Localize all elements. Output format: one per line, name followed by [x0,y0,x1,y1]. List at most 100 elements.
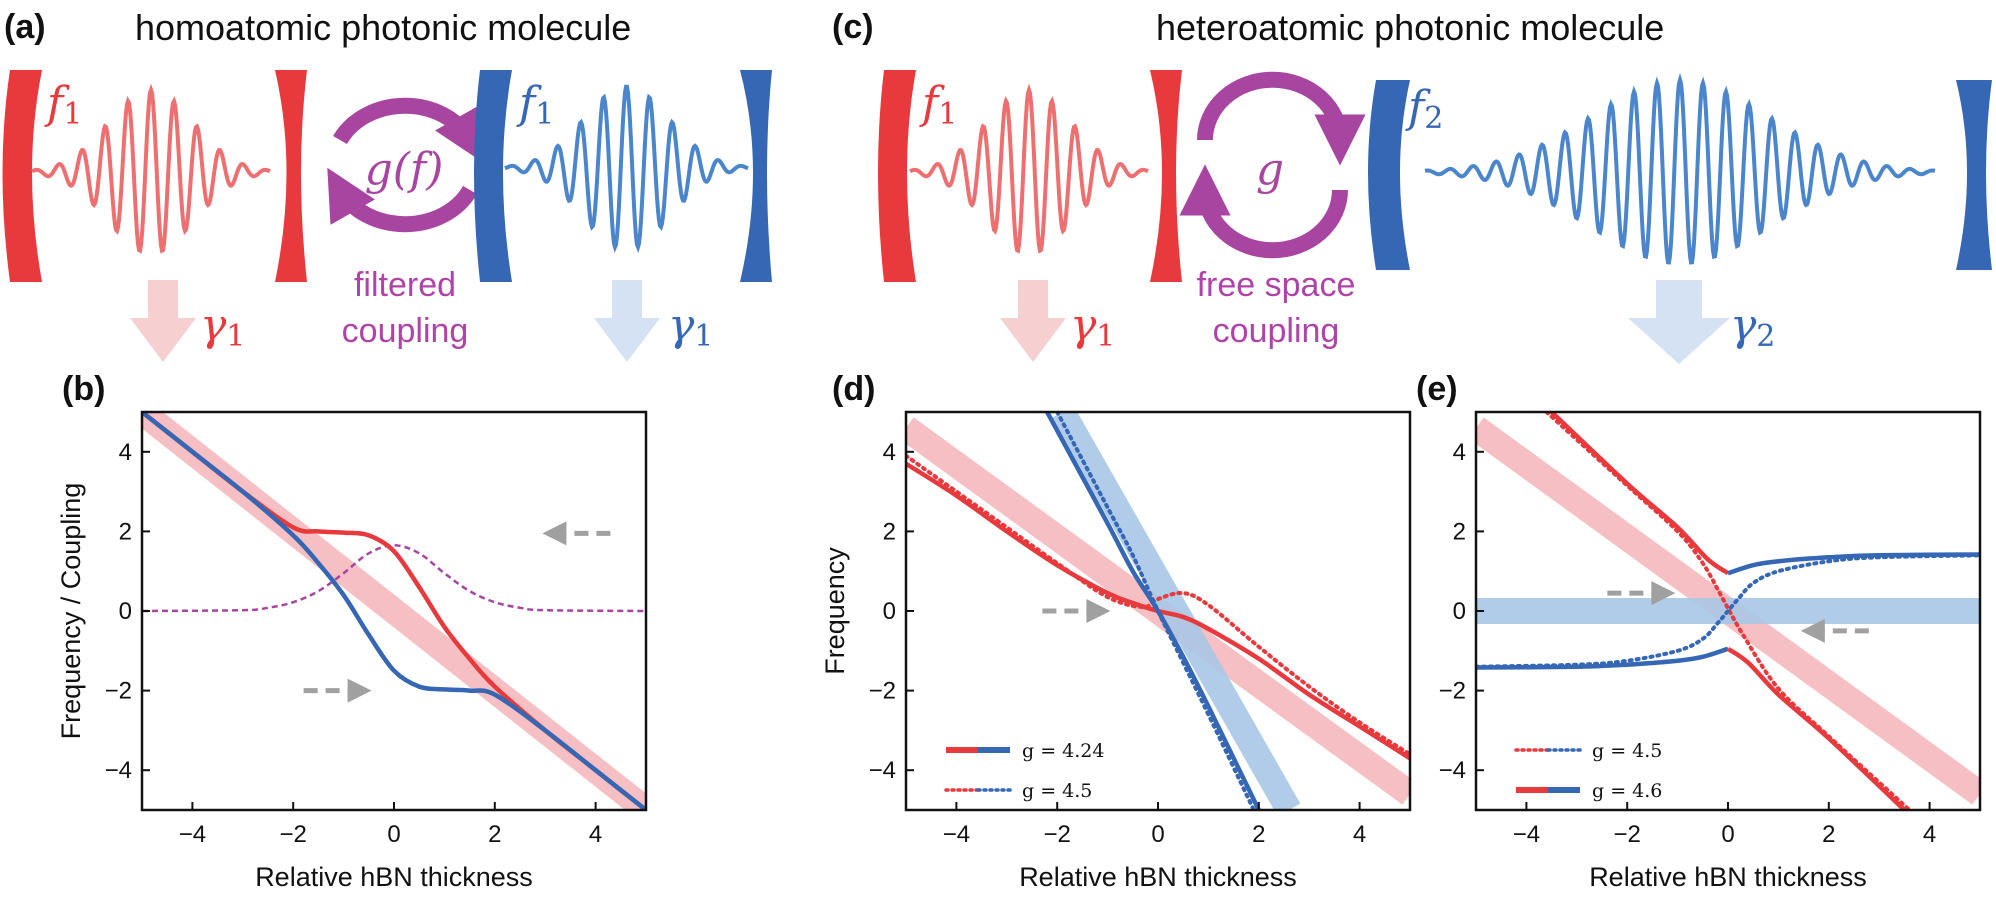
coupling-arrow-top-c [1197,71,1366,166]
chart-d: −4 −2 0 2 4 −4 −2 0 2 4 Relative hBN thickness Freq… [820,410,1412,892]
x-axis-label-d: Relative hBN thickness [1019,862,1297,892]
x-tick-label: −2 [1044,821,1071,848]
y-tick-label: −2 [869,678,896,705]
y-tick-label: 2 [119,518,132,545]
panel-c: (c) heteroatomic photonic molecule f1 g … [832,7,1992,364]
series-b-blue-solid-3 [142,412,646,810]
panel-label-c: (c) [832,8,874,46]
y-tick-label: −2 [1439,678,1466,705]
y-tick-label: −4 [105,757,132,784]
legend-label: g = 4.24 [1022,740,1104,762]
x-tick-label: −4 [179,821,206,848]
panel-label-e: (e) [1416,370,1458,408]
coupling-arrow-bottom-c [1179,164,1348,259]
annotation-arrow-d-0 [1042,599,1111,623]
right-mirror-blue-c [1956,80,1992,270]
right-mirror-red [275,70,307,282]
panel-a-coupling-symbol: g(f) [365,144,444,195]
x-tick-label: 0 [1151,821,1164,848]
panel-a-left-loss: γ1 [200,300,245,354]
x-tick-label: 4 [1353,821,1366,848]
y-tick-label: 4 [119,439,132,466]
plot-area-d [906,412,1410,810]
panel-a-caption-line2: coupling [342,312,469,350]
arrow-head [542,521,567,546]
arrow-head [1651,581,1676,606]
wave-packet-red [31,83,271,254]
y-tick-label: −4 [1439,757,1466,784]
annotation-arrow-b-0 [542,521,611,546]
legend-entry-d-0: g = 4.24 [946,740,1104,762]
series-e-red-solid-7 [1726,646,1906,810]
panel-label-b: (b) [62,370,105,408]
right-mirror-red-c [1150,70,1182,282]
panel-c-coupling-symbol: g [1256,144,1284,195]
series-e-blue-solid-6 [1476,646,1729,670]
loss-arrow-red [130,280,196,362]
x-tick-label: −4 [1513,821,1540,848]
legend-label: g = 4.6 [1592,780,1662,802]
legend-label: g = 4.5 [1022,780,1092,802]
wave-packet-blue [504,84,749,253]
arrow-head [347,678,372,703]
coupling-arrow-bottom [327,167,477,233]
panel-a-caption-line1: filtered [354,266,456,304]
chart-b: −4 −2 0 2 4 −4 −2 0 2 4 Relative hBN thickness Freq… [56,410,648,892]
plot-area-b [142,412,646,810]
series-e-blue-dotted-3 [1476,553,1980,669]
y-tick-label: −4 [869,757,896,784]
series-d-light_blue-band-1 [1050,412,1301,810]
y-tick-label: 0 [1453,598,1466,625]
wave-packet-blue-c [1424,72,1936,265]
panel-c-right-frequency: f2 [1405,82,1443,136]
panel-c-left-frequency: f1 [919,78,957,132]
panel-c-title: heteroatomic photonic molecule [1156,7,1664,48]
x-tick-label: −4 [943,821,970,848]
x-tick-label: −2 [280,821,307,848]
x-tick-label: 2 [1822,821,1835,848]
y-axis-label-d: Frequency [820,547,850,675]
right-mirror-blue [740,70,772,282]
loss-arrow-blue [594,280,660,362]
x-tick-label: 2 [1252,821,1265,848]
legend-label: g = 4.5 [1592,740,1662,762]
chart-e: −4 −2 0 2 4 −4 −2 0 2 4 Relative hBN thickness g = … [1439,410,1982,892]
panel-c-right-loss: γ2 [1730,300,1775,354]
panel-label-d: (d) [832,370,875,408]
series-b-purple-dashed-1 [142,544,646,613]
loss-arrow-red-c [1000,280,1066,362]
left-mirror-blue [474,70,512,282]
panel-a: (a) homoatomic photonic molecule f1 g(f)… [2,7,772,362]
panel-a-title: homoatomic photonic molecule [135,7,631,48]
annotation-arrow-b-1 [303,678,372,703]
panel-a-right-frequency: f1 [516,78,554,132]
arrow-head [1800,618,1825,643]
panel-c-left-loss: γ1 [1070,300,1115,354]
x-tick-label: 0 [387,821,400,848]
x-tick-label: 4 [1923,821,1936,848]
panel-a-left-frequency: f1 [44,78,82,132]
y-tick-label: 2 [883,518,896,545]
y-tick-label: −2 [105,678,132,705]
y-tick-label: 2 [1453,518,1466,545]
series-d-red-dotted-2 [906,453,1410,757]
coupling-arrow-top [333,97,483,163]
arrow-head [1086,599,1111,623]
panel-c-caption-line2: coupling [1213,312,1340,350]
loss-arrow-blue-c [1628,280,1730,364]
annotation-arrow-e-0 [1607,581,1676,606]
panel-c-caption-line1: free space [1197,266,1356,304]
panel-label-a: (a) [4,8,46,46]
annotation-arrow-e-1 [1800,618,1869,643]
series-d-blue-solid-5 [1045,412,1261,810]
x-axis-label-e: Relative hBN thickness [1589,862,1867,892]
x-tick-label: 4 [589,821,602,848]
left-mirror-red-c [878,70,916,282]
x-tick-label: −2 [1614,821,1641,848]
legend-entry-e-1: g = 4.6 [1516,780,1662,802]
y-tick-label: 4 [1453,439,1466,466]
y-tick-label: 4 [883,439,896,466]
x-tick-label: 2 [488,821,501,848]
x-axis-label-b: Relative hBN thickness [255,862,533,892]
